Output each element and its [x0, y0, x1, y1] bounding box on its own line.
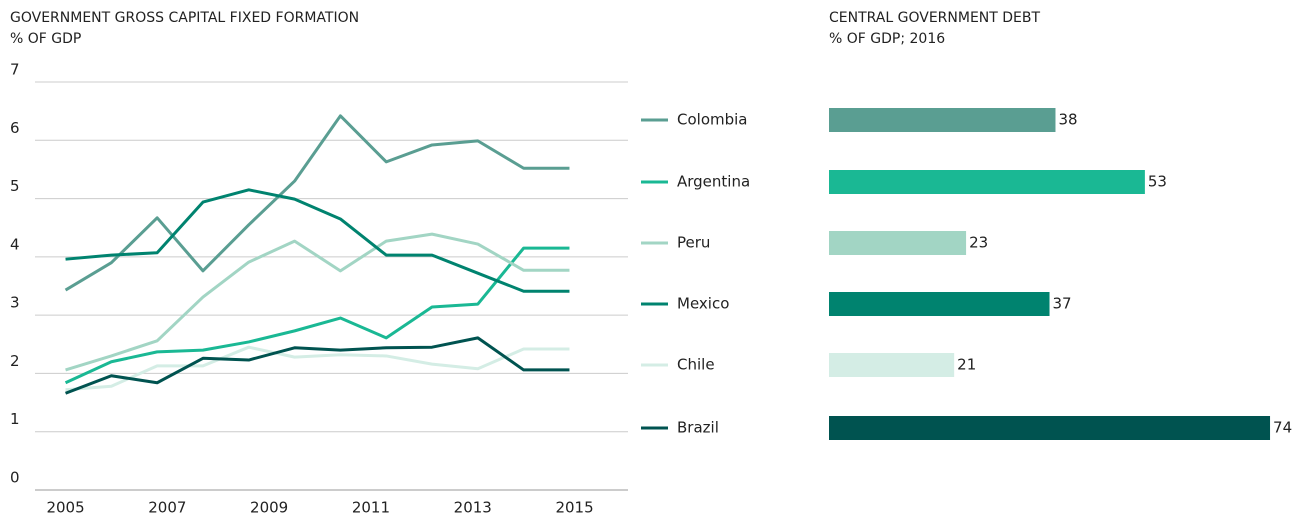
x-tick-label: 2005 — [46, 499, 84, 517]
value-label: 74 — [1273, 419, 1292, 437]
y-tick-label: 6 — [10, 119, 20, 137]
y-tick-label: 1 — [10, 410, 20, 428]
y-tick-label: 2 — [10, 352, 20, 370]
bar — [829, 108, 1056, 132]
x-tick-label: 2011 — [352, 499, 390, 517]
value-label: 21 — [957, 356, 976, 374]
line — [65, 188, 570, 293]
bar — [829, 231, 967, 255]
x-tick-label: 2015 — [555, 499, 593, 517]
legend-label: Argentina — [677, 173, 750, 191]
line — [65, 345, 570, 392]
line — [64, 114, 570, 292]
legend-label: Brazil — [677, 419, 719, 437]
chart-subtitle: % OF GDP; 2016 — [829, 31, 945, 47]
line — [65, 336, 570, 395]
y-tick-label: 4 — [10, 235, 20, 253]
chart-title: GOVERNMENT GROSS CAPITAL FIXED FORMATION — [10, 10, 359, 26]
value-label: 37 — [1053, 295, 1072, 313]
legend-label: Peru — [677, 234, 710, 252]
y-tick-label: 7 — [10, 61, 20, 79]
chart-title: CENTRAL GOVERNMENT DEBT — [829, 10, 1041, 26]
legend-label: Chile — [677, 356, 715, 374]
value-label: 53 — [1148, 173, 1167, 191]
y-tick-label: 0 — [10, 469, 20, 487]
value-label: 23 — [969, 234, 988, 252]
x-tick-label: 2013 — [454, 499, 492, 517]
x-tick-label: 2009 — [250, 499, 288, 517]
bar — [829, 170, 1145, 194]
chart-subtitle: % OF GDP — [10, 31, 81, 47]
line — [65, 232, 570, 372]
line — [64, 246, 570, 385]
y-tick-label: 3 — [10, 294, 20, 312]
bar — [829, 292, 1050, 316]
y-tick-label: 5 — [10, 177, 20, 195]
x-tick-label: 2007 — [148, 499, 186, 517]
legend-label: Colombia — [677, 111, 748, 129]
bar — [829, 353, 955, 377]
bar — [829, 416, 1271, 440]
value-label: 38 — [1058, 111, 1077, 129]
legend-label: Mexico — [677, 295, 729, 313]
